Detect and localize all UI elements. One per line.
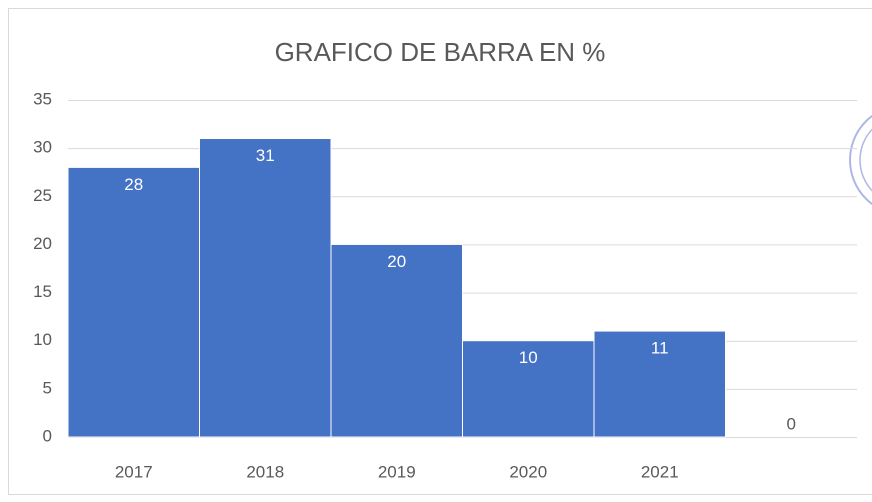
bar: [593, 330, 726, 438]
x-tick-label: 2020: [509, 462, 547, 481]
y-tick-label: 0: [43, 426, 52, 445]
data-label: 28: [124, 175, 143, 194]
y-tick-label: 15: [33, 282, 52, 301]
x-tick-label: 2019: [378, 462, 416, 481]
y-tick-label: 10: [33, 330, 52, 349]
bar: [67, 166, 200, 438]
x-tick-label: 2017: [115, 462, 153, 481]
data-label: 11: [651, 339, 669, 358]
chart-title: GRAFICO DE BARRA EN %: [275, 37, 606, 67]
y-tick-label: 30: [33, 138, 52, 157]
data-label: 20: [387, 252, 406, 271]
stamp-ring: [849, 114, 872, 206]
data-label: 0: [787, 414, 796, 433]
y-tick-label: 20: [33, 234, 52, 253]
data-label: 31: [256, 146, 275, 165]
data-label: 10: [519, 348, 538, 367]
stamp-ring: [859, 128, 872, 192]
y-tick-label: 35: [33, 89, 52, 108]
bar: [199, 138, 332, 438]
bar: [462, 340, 595, 438]
y-tick-label: 25: [33, 186, 52, 205]
x-tick-label: 2021: [641, 462, 679, 481]
x-tick-label: 2018: [246, 462, 284, 481]
stamp: [849, 114, 872, 206]
y-tick-label: 5: [43, 378, 52, 397]
bar: [330, 243, 463, 438]
